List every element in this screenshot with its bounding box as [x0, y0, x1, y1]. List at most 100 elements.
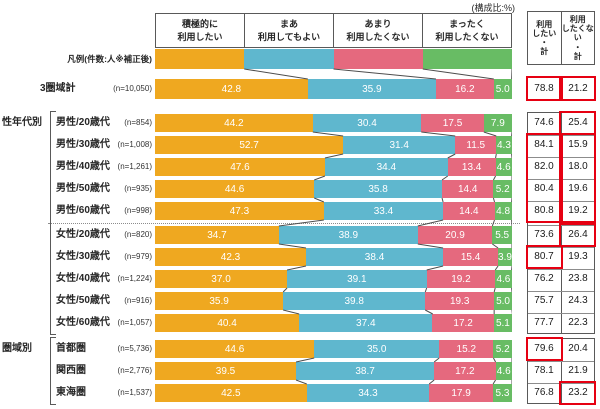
summary-cell: 25.4 — [568, 117, 588, 128]
summary-block-divider — [561, 339, 562, 403]
row-n-value: (n=5,736) — [117, 344, 152, 353]
bar-segment-1: 35.8 — [314, 180, 443, 198]
summary-cell: 76.8 — [534, 387, 554, 398]
summary-row-line — [528, 247, 594, 248]
bar-segment-1: 39.8 — [283, 292, 426, 310]
summary-header: 利用 したい ・ 計利用 したくな い ・ 計 — [527, 11, 595, 65]
bar-segment-0: 44.2 — [155, 114, 313, 132]
summary-cell: 73.6 — [534, 229, 554, 240]
summary-cell: 78.8 — [534, 83, 554, 94]
category-header-3: まったく 利用したくない — [422, 13, 512, 48]
summary-row-line — [528, 269, 594, 270]
stacked-bar: 42.8 35.9 16.2 5.0 — [155, 79, 512, 99]
bar-segment-3: 3.9 — [498, 248, 512, 266]
row-n-value: (n=10,050) — [113, 84, 152, 93]
row-name: 女性/20歳代 — [56, 229, 110, 240]
row-name: 男性/60歳代 — [56, 205, 110, 216]
stacked-bar: 52.7 31.4 11.5 4.3 — [155, 136, 512, 154]
summary-row-line — [528, 157, 594, 158]
row-name: 女性/30歳代 — [56, 251, 110, 262]
bar-segment-1: 38.4 — [306, 248, 444, 266]
summary-cell: 23.2 — [568, 387, 588, 398]
legend-swatch-3 — [422, 49, 512, 69]
stacked-bar: 42.3 38.4 15.4 3.9 — [155, 248, 512, 266]
bar-segment-0: 42.8 — [155, 79, 308, 99]
unit-note: (構成比:%) — [471, 3, 516, 13]
legend-swatch-0 — [155, 49, 245, 69]
stacked-bar: 44.2 30.4 17.5 7.9 — [155, 114, 512, 132]
bar-segment-2: 20.9 — [417, 226, 493, 244]
row-name: 3圏域計 — [40, 83, 76, 94]
bar-segment-0: 42.3 — [155, 248, 306, 266]
summary-cell: 23.8 — [568, 273, 588, 284]
bar-segment-3: 5.0 — [494, 292, 512, 310]
row-name: 女性/50歳代 — [56, 295, 110, 306]
summary-cell: 80.8 — [534, 205, 554, 216]
bar-segment-3: 5.3 — [493, 384, 512, 402]
summary-cell: 22.3 — [568, 317, 588, 328]
bar-segment-1: 38.7 — [296, 362, 435, 380]
summary-row-line — [528, 383, 594, 384]
summary-block-divider — [561, 78, 562, 99]
row-name: 女性/60歳代 — [56, 317, 110, 328]
stacked-bar: 35.9 39.8 19.3 5.0 — [155, 292, 512, 310]
summary-cell: 19.3 — [568, 251, 588, 262]
category-header-row: 積極的に 利用したい まあ 利用してもよい あまり 利用したくない まったく 利用した… — [155, 13, 512, 48]
bar-segment-1: 38.9 — [278, 226, 418, 244]
summary-cell: 21.2 — [568, 83, 588, 94]
summary-row-line — [528, 361, 594, 362]
summary-cell: 80.7 — [534, 251, 554, 262]
bar-segment-2: 15.4 — [443, 248, 499, 266]
summary-cell: 78.1 — [534, 365, 554, 376]
summary-cell: 18.0 — [568, 161, 588, 172]
bar-segment-3: 5.0 — [493, 79, 512, 99]
summary-cell: 80.4 — [534, 183, 554, 194]
group-bracket-keniki — [50, 337, 56, 405]
row-n-value: (n=1,224) — [117, 274, 152, 283]
row-n-value: (n=2,776) — [117, 366, 152, 375]
row-n-value: (n=979) — [124, 252, 152, 261]
bar-segment-2: 19.2 — [426, 270, 496, 288]
row-n-value: (n=854) — [124, 118, 152, 127]
bar-segment-0: 35.9 — [155, 292, 284, 310]
bar-segment-3: 4.6 — [495, 158, 512, 176]
row-name: 首都圏 — [56, 343, 86, 354]
bar-segment-1: 33.4 — [323, 202, 444, 220]
summary-cell: 79.6 — [534, 343, 554, 354]
legend-row-label: 凡例(件数:人※補正後) — [67, 54, 152, 64]
row-n-value: (n=935) — [124, 184, 152, 193]
category-header-2: あまり 利用したくない — [333, 13, 422, 48]
bar-segment-0: 47.3 — [155, 202, 324, 220]
bar-segment-0: 47.6 — [155, 158, 325, 176]
summary-cell: 15.9 — [568, 139, 588, 150]
bar-segment-2: 17.5 — [421, 114, 484, 132]
bar-segment-3: 4.6 — [495, 270, 512, 288]
bar-segment-1: 35.9 — [307, 79, 436, 99]
legend-swatch-1 — [244, 49, 334, 69]
summary-block-0 — [527, 77, 595, 100]
bar-segment-1: 30.4 — [312, 114, 422, 132]
summary-cell: 21.9 — [568, 365, 588, 376]
summary-row-line — [528, 225, 594, 226]
summary-cell: 19.6 — [568, 183, 588, 194]
row-n-value: (n=916) — [124, 296, 152, 305]
legend-swatch-2 — [333, 49, 423, 69]
bar-segment-0: 37.0 — [155, 270, 288, 288]
summary-cell: 24.3 — [568, 295, 588, 306]
category-header-0: 積極的に 利用したい — [155, 13, 244, 48]
legend-color-bar — [155, 49, 512, 69]
bar-segment-1: 34.4 — [324, 158, 448, 176]
stacked-bar: 47.6 34.4 13.4 4.6 — [155, 158, 512, 176]
summary-cell: 84.1 — [534, 139, 554, 150]
bar-segment-3: 5.5 — [492, 226, 512, 244]
row-name: 東海圏 — [56, 387, 86, 398]
summary-row-line — [528, 291, 594, 292]
bar-segment-0: 39.5 — [155, 362, 296, 380]
bar-segment-3: 5.1 — [493, 314, 512, 332]
row-name: 女性/40歳代 — [56, 273, 110, 284]
bar-segment-0: 42.5 — [155, 384, 307, 402]
bar-segment-0: 52.7 — [155, 136, 344, 154]
summary-cell: 82.0 — [534, 161, 554, 172]
summary-row-line — [528, 201, 594, 202]
